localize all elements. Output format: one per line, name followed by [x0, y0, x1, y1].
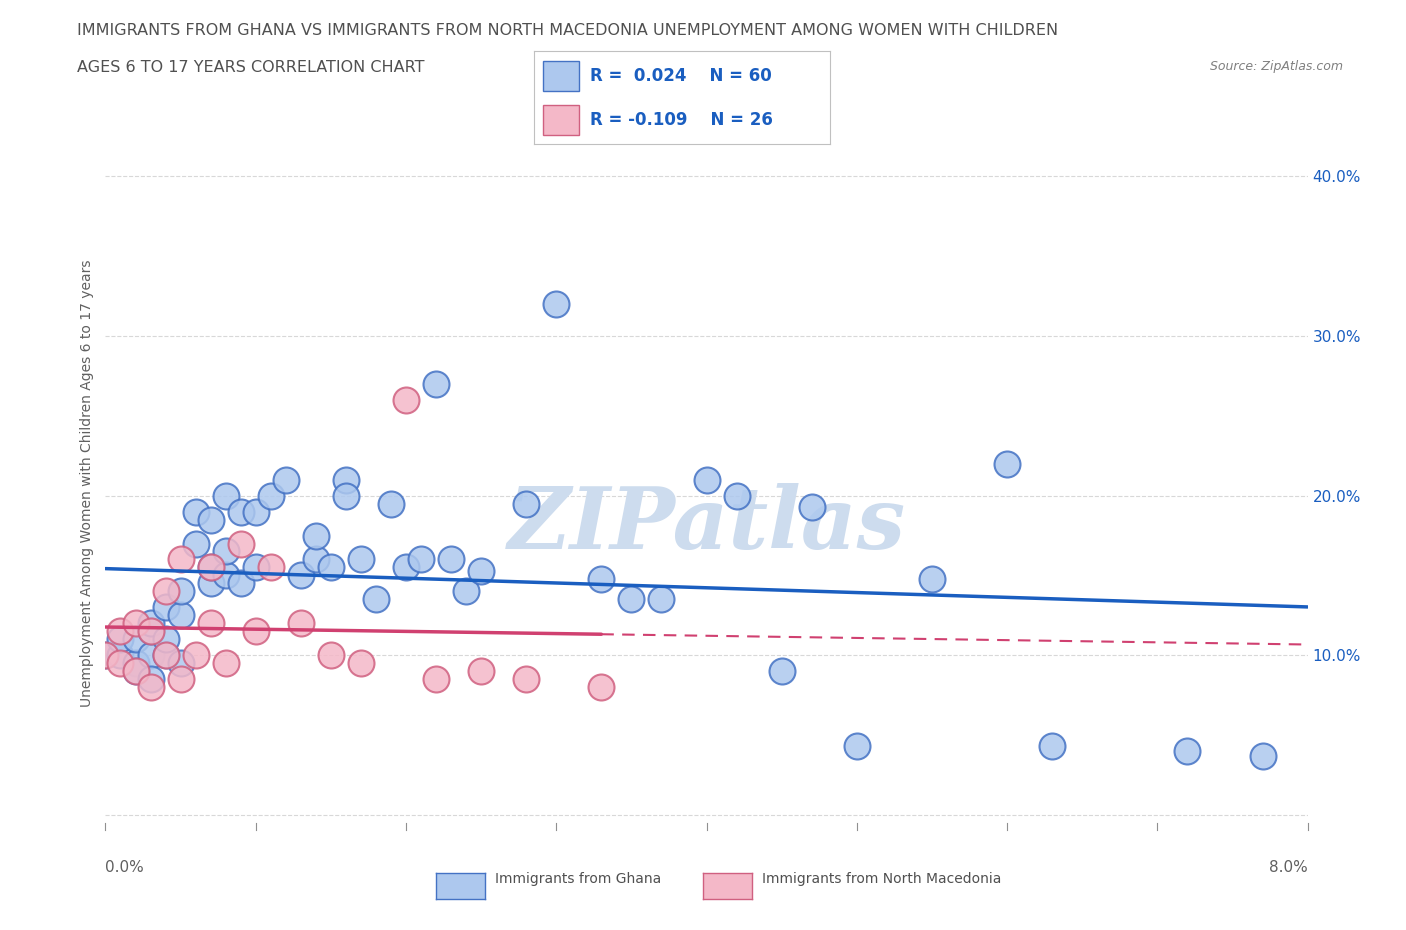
Text: 8.0%: 8.0% — [1268, 860, 1308, 875]
Point — [290, 616, 312, 631]
Point — [319, 648, 342, 663]
Text: Source: ZipAtlas.com: Source: ZipAtlas.com — [1209, 60, 1343, 73]
Point — [319, 560, 342, 575]
Point — [229, 576, 252, 591]
Text: IMMIGRANTS FROM GHANA VS IMMIGRANTS FROM NORTH MACEDONIA UNEMPLOYMENT AMONG WOME: IMMIGRANTS FROM GHANA VS IMMIGRANTS FROM… — [77, 23, 1059, 38]
Point — [200, 616, 222, 631]
Point — [155, 584, 177, 599]
Point — [155, 648, 177, 663]
Point — [335, 488, 357, 503]
Point — [110, 631, 132, 646]
Point — [725, 488, 748, 503]
Text: R = -0.109    N = 26: R = -0.109 N = 26 — [591, 111, 773, 129]
Point — [380, 496, 402, 511]
Point — [650, 592, 672, 607]
Point — [546, 297, 568, 312]
Text: Immigrants from North Macedonia: Immigrants from North Macedonia — [762, 871, 1001, 886]
Text: R =  0.024    N = 60: R = 0.024 N = 60 — [591, 67, 772, 86]
Point — [169, 656, 191, 671]
Point — [425, 377, 447, 392]
Point — [364, 592, 387, 607]
Y-axis label: Unemployment Among Women with Children Ages 6 to 17 years: Unemployment Among Women with Children A… — [80, 259, 94, 708]
Point — [1175, 744, 1198, 759]
Point — [245, 504, 267, 519]
Point — [139, 671, 162, 686]
Point — [515, 496, 537, 511]
Point — [139, 616, 162, 631]
Point — [470, 564, 492, 578]
Point — [245, 624, 267, 639]
Point — [620, 592, 643, 607]
Point — [200, 560, 222, 575]
Point — [169, 584, 191, 599]
Text: AGES 6 TO 17 YEARS CORRELATION CHART: AGES 6 TO 17 YEARS CORRELATION CHART — [77, 60, 425, 75]
FancyBboxPatch shape — [543, 61, 579, 91]
Point — [591, 680, 613, 695]
Point — [440, 552, 463, 567]
Point — [124, 664, 146, 679]
Point — [169, 608, 191, 623]
Point — [229, 536, 252, 551]
Point — [350, 656, 373, 671]
Point — [200, 576, 222, 591]
Text: ZIPatlas: ZIPatlas — [508, 483, 905, 566]
Point — [139, 624, 162, 639]
Point — [260, 488, 283, 503]
Point — [214, 656, 236, 671]
Point — [245, 560, 267, 575]
Point — [260, 560, 283, 575]
Point — [515, 671, 537, 686]
Point — [155, 648, 177, 663]
FancyBboxPatch shape — [543, 105, 579, 135]
Point — [124, 616, 146, 631]
Point — [200, 560, 222, 575]
Point — [921, 571, 943, 586]
Point — [155, 631, 177, 646]
Point — [169, 671, 191, 686]
Point — [110, 648, 132, 663]
Point — [409, 552, 432, 567]
Point — [139, 680, 162, 695]
Point — [305, 552, 328, 567]
Point — [229, 504, 252, 519]
Point — [591, 571, 613, 586]
Point — [110, 624, 132, 639]
Point — [350, 552, 373, 567]
Point — [214, 488, 236, 503]
Point — [395, 560, 418, 575]
Point — [124, 664, 146, 679]
Point — [184, 536, 207, 551]
Point — [290, 568, 312, 583]
Point — [395, 392, 418, 407]
Point — [110, 656, 132, 671]
Point — [800, 499, 823, 514]
Point — [139, 648, 162, 663]
Point — [124, 656, 146, 671]
Point — [169, 552, 191, 567]
Point — [214, 568, 236, 583]
Point — [845, 739, 868, 754]
Point — [200, 512, 222, 527]
Text: 0.0%: 0.0% — [105, 860, 145, 875]
Point — [1040, 739, 1063, 754]
Point — [214, 544, 236, 559]
Point — [155, 600, 177, 615]
Point — [94, 648, 117, 663]
Point — [425, 671, 447, 686]
Text: Immigrants from Ghana: Immigrants from Ghana — [495, 871, 661, 886]
Point — [335, 472, 357, 487]
Point — [696, 472, 718, 487]
Point — [184, 648, 207, 663]
Point — [454, 584, 477, 599]
Point — [770, 664, 793, 679]
Point — [1251, 749, 1274, 764]
Point — [124, 631, 146, 646]
Point — [274, 472, 297, 487]
Point — [139, 624, 162, 639]
Point — [995, 457, 1018, 472]
Point — [184, 504, 207, 519]
Point — [305, 528, 328, 543]
Point — [94, 648, 117, 663]
Point — [470, 664, 492, 679]
